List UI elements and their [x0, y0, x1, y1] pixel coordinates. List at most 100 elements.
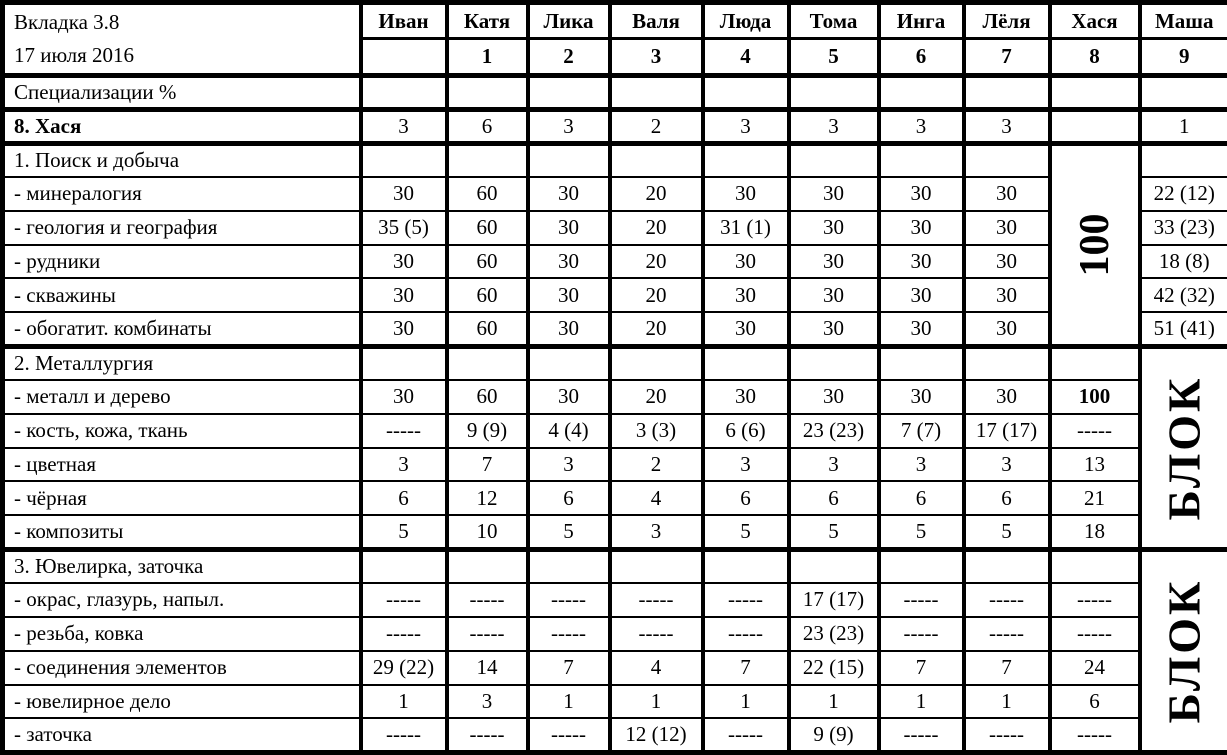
- value-cell: -----: [358, 717, 449, 754]
- row-label: - соединения элементов: [0, 649, 363, 686]
- empty-cell: [786, 72, 881, 111]
- value-cell: 3: [786, 446, 881, 483]
- value-cell: 7: [876, 649, 966, 686]
- value-cell: 30: [876, 209, 966, 246]
- value-cell: -----: [1047, 582, 1142, 618]
- column-header-khasya: Хася: [1047, 1, 1142, 40]
- empty-cell: [358, 546, 449, 584]
- value-cell: 30: [525, 378, 612, 415]
- column-number: 7: [961, 37, 1052, 77]
- empty-cell: [961, 140, 1052, 178]
- value-cell: 22 (15): [786, 649, 881, 686]
- rotated-100-text: 100: [1071, 213, 1118, 277]
- empty-cell: [607, 72, 705, 111]
- value-cell: 6 (6): [700, 412, 791, 449]
- value-cell: -----: [607, 615, 705, 652]
- value-cell: 30: [961, 243, 1052, 280]
- empty-cell: [786, 546, 881, 584]
- value-cell: 30: [525, 175, 612, 212]
- column-header-toma: Тома: [786, 1, 881, 40]
- merged-blok-cell: БЛОК: [1137, 546, 1227, 754]
- value-cell: 3: [700, 106, 791, 145]
- value-cell: 5: [786, 514, 881, 551]
- value-cell: 18 (8): [1137, 243, 1227, 280]
- value-cell: 30: [961, 311, 1052, 348]
- value-cell: 5: [358, 514, 449, 551]
- merged-100-cell: 100: [1047, 140, 1142, 348]
- value-cell: 2: [607, 106, 705, 145]
- rotated-blok-text: БЛОК: [1158, 578, 1210, 724]
- value-cell: 22 (12): [1137, 175, 1227, 212]
- value-cell: -----: [444, 615, 530, 652]
- empty-cell: [1047, 343, 1142, 381]
- value-cell: -----: [358, 615, 449, 652]
- value-cell: -----: [358, 412, 449, 449]
- value-cell: 7 (7): [876, 412, 966, 449]
- value-cell: -----: [444, 582, 530, 618]
- value-cell: 1: [700, 683, 791, 720]
- value-cell: -----: [1047, 615, 1142, 652]
- value-cell: 6: [700, 480, 791, 517]
- empty-cell: [525, 546, 612, 584]
- row-label: - окрас, глазурь, напыл.: [0, 582, 363, 618]
- value-cell: 30: [961, 175, 1052, 212]
- value-cell: 3: [525, 106, 612, 145]
- column-header-lika: Лика: [525, 1, 612, 40]
- value-cell: 20: [607, 209, 705, 246]
- empty-cell: [786, 343, 881, 381]
- empty-cell: [607, 343, 705, 381]
- value-cell: 20: [607, 277, 705, 314]
- value-cell: 20: [607, 311, 705, 348]
- value-cell: -----: [961, 582, 1052, 618]
- value-cell: 30: [700, 175, 791, 212]
- value-cell: 20: [607, 243, 705, 280]
- value-cell: 30: [700, 243, 791, 280]
- empty-cell: [876, 546, 966, 584]
- empty-cell: [607, 140, 705, 178]
- value-cell: 30: [700, 378, 791, 415]
- empty-cell: [700, 546, 791, 584]
- row-label: - кость, кожа, ткань: [0, 412, 363, 449]
- merged-blok-cell: БЛОК: [1137, 343, 1227, 551]
- value-cell: 5: [700, 514, 791, 551]
- value-cell: -----: [525, 582, 612, 618]
- value-cell: 3: [607, 514, 705, 551]
- value-cell: 60: [444, 175, 530, 212]
- empty-cell: [876, 140, 966, 178]
- value-cell: 14: [444, 649, 530, 686]
- value-cell: 100: [1047, 378, 1142, 415]
- value-cell: -----: [961, 615, 1052, 652]
- row-label: - ювелирное дело: [0, 683, 363, 720]
- value-cell: 1: [358, 683, 449, 720]
- value-cell: 30: [786, 311, 881, 348]
- column-header-ivan: Иван: [358, 1, 449, 40]
- value-cell: 17 (17): [786, 582, 881, 618]
- value-cell: 1: [525, 683, 612, 720]
- value-cell: 9 (9): [786, 717, 881, 754]
- column-header-lyuda: Люда: [700, 1, 791, 40]
- value-cell: 1: [607, 683, 705, 720]
- empty-cell: [700, 140, 791, 178]
- value-cell: 12: [444, 480, 530, 517]
- rotated-blok-text: БЛОК: [1158, 375, 1210, 520]
- value-cell: 30: [700, 311, 791, 348]
- value-cell: 60: [444, 209, 530, 246]
- row-label: - цветная: [0, 446, 363, 483]
- empty-cell: [961, 546, 1052, 584]
- value-cell: 6: [961, 480, 1052, 517]
- section-header: 1. Поиск и добыча: [0, 140, 363, 178]
- value-cell: 30: [876, 243, 966, 280]
- empty-cell: [876, 343, 966, 381]
- value-cell: 3: [961, 446, 1052, 483]
- empty-cell: [1047, 546, 1142, 584]
- value-cell: 30: [961, 277, 1052, 314]
- value-cell: 30: [525, 209, 612, 246]
- empty-cell: [1047, 72, 1142, 111]
- value-cell: 60: [444, 378, 530, 415]
- value-cell: 6: [358, 480, 449, 517]
- value-cell: 3: [876, 446, 966, 483]
- value-cell: 30: [700, 277, 791, 314]
- value-cell: 30: [358, 277, 449, 314]
- value-cell: -----: [525, 615, 612, 652]
